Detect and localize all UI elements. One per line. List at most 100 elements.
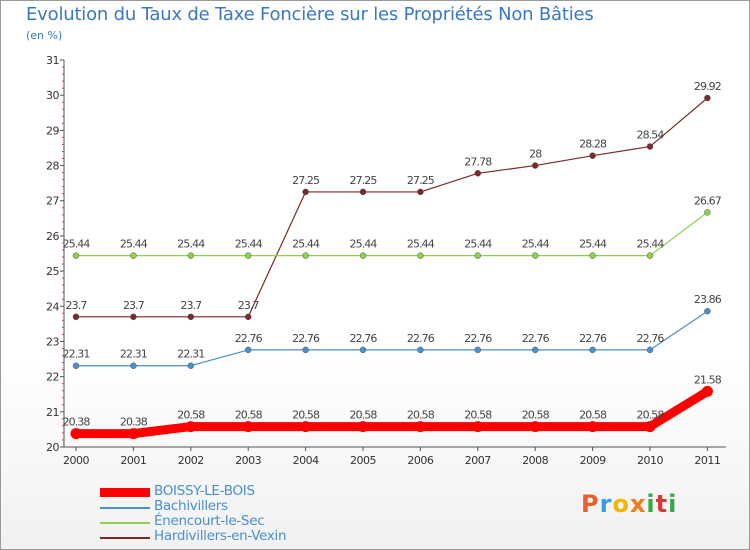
legend-swatch [100, 488, 150, 497]
proxiti-logo: Proxiti [581, 490, 678, 518]
x-tick-label: 2003 [235, 454, 261, 467]
y-tick-label: 22 [46, 371, 59, 384]
y-tick-label: 20 [46, 441, 59, 454]
y-tick-label: 29 [46, 124, 59, 137]
data-label: 25.44 [235, 238, 263, 251]
data-label: 22.76 [350, 332, 378, 345]
data-point [187, 252, 195, 259]
x-tick-label: 2008 [522, 454, 548, 467]
data-label: 22.76 [464, 332, 492, 345]
data-label: 25.44 [120, 238, 148, 251]
data-label: 22.76 [235, 332, 263, 345]
data-point [302, 188, 309, 196]
y-tick-label: 31 [46, 54, 59, 67]
data-label: 25.44 [464, 238, 492, 251]
x-tick-label: 2000 [63, 454, 89, 467]
data-point [587, 421, 599, 433]
data-label: 26.67 [694, 194, 722, 207]
data-point [417, 188, 424, 196]
data-label: 27.25 [407, 174, 435, 187]
data-point [474, 252, 482, 259]
data-point [531, 252, 539, 259]
data-label: 20.58 [350, 409, 378, 422]
data-point [531, 346, 539, 354]
y-tick-label: 25 [46, 265, 59, 278]
data-label: 25.44 [292, 238, 320, 251]
data-point [474, 170, 482, 177]
data-label: 22.31 [177, 348, 204, 361]
data-point [589, 252, 596, 259]
legend-swatch [100, 522, 150, 524]
chart-unit-label: (en %) [26, 29, 63, 42]
data-label: 22.76 [637, 332, 665, 345]
data-label: 22.76 [292, 332, 320, 345]
legend-swatch [100, 507, 150, 509]
data-label: 20.38 [120, 416, 148, 429]
data-label: 25.44 [522, 238, 550, 251]
data-label: 23.7 [123, 299, 145, 312]
data-point [72, 252, 80, 259]
data-label: 20.58 [235, 409, 263, 422]
data-point [359, 252, 367, 259]
data-point [242, 421, 254, 433]
data-label: 20.58 [407, 409, 435, 422]
data-label: 29.92 [694, 80, 721, 93]
data-label: 22.31 [63, 348, 90, 361]
data-point [70, 428, 82, 440]
data-point [704, 94, 711, 102]
y-tick-label: 23 [46, 335, 59, 348]
data-label: 25.44 [637, 238, 665, 251]
data-point [589, 152, 596, 159]
x-tick-label: 2011 [694, 454, 720, 467]
data-label: 25.44 [350, 238, 378, 251]
data-label: 28.28 [579, 138, 607, 151]
data-label: 23.7 [180, 299, 202, 312]
legend-label: Hardivillers-en-Vexin [154, 528, 287, 544]
data-point [589, 346, 596, 354]
data-point [646, 346, 654, 354]
data-label: 20.58 [637, 409, 665, 422]
data-point [529, 421, 541, 433]
data-point [704, 307, 711, 315]
data-point [417, 346, 424, 354]
legend-label: Bachivillers [154, 498, 228, 514]
y-tick-label: 28 [46, 160, 59, 173]
data-point [130, 252, 137, 259]
data-label: 22.31 [120, 348, 147, 361]
data-point [646, 143, 654, 150]
data-point [72, 313, 80, 321]
data-point [244, 252, 252, 259]
data-point [414, 421, 426, 433]
data-point [359, 346, 367, 354]
data-point [302, 346, 309, 354]
data-point [417, 252, 424, 259]
x-tick-label: 2010 [637, 454, 663, 467]
data-label: 25.44 [579, 238, 607, 251]
data-point [531, 162, 539, 169]
data-label: 23.7 [238, 299, 260, 312]
x-tick-label: 2009 [580, 454, 606, 467]
y-tick-label: 21 [46, 406, 59, 419]
data-label: 20.58 [464, 409, 492, 422]
data-label: 20.38 [63, 416, 91, 429]
data-point [302, 252, 309, 259]
data-label: 20.58 [579, 409, 607, 422]
series-line-0 [71, 386, 712, 439]
x-tick-label: 2006 [407, 454, 433, 467]
data-label: 28 [529, 148, 542, 161]
legend-label: Énencourt-le-Sec [154, 513, 265, 529]
data-point [72, 362, 80, 369]
data-label: 22.76 [579, 332, 607, 345]
x-tick-label: 2002 [178, 454, 204, 467]
data-label: 25.44 [407, 238, 435, 251]
data-point [474, 346, 482, 354]
data-point [472, 421, 484, 433]
data-point [644, 421, 656, 433]
data-point [244, 313, 252, 321]
data-point [300, 421, 312, 433]
data-point [646, 252, 654, 259]
data-point [187, 362, 195, 369]
data-point [701, 385, 713, 397]
data-label: 21.58 [694, 373, 722, 386]
